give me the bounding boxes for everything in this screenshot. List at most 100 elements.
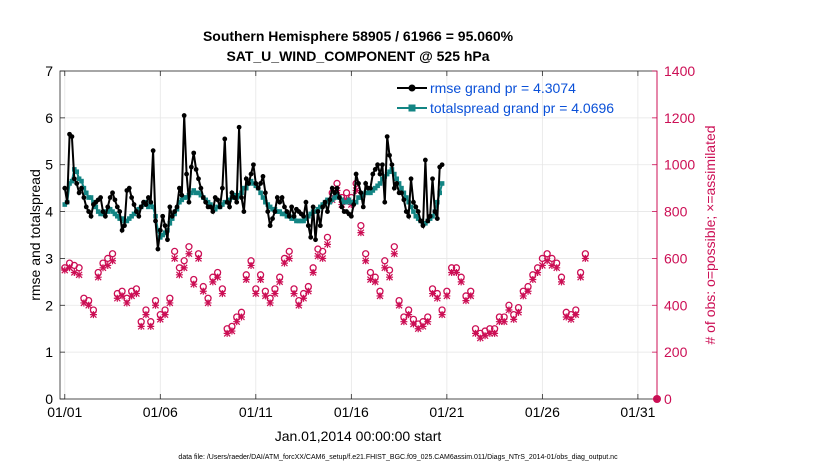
assimilated-obs-marker [319, 254, 327, 262]
possible-obs-marker [381, 257, 389, 265]
totalspread-marker [334, 192, 340, 198]
assimilated-obs-marker [309, 268, 317, 276]
rmse-marker [246, 181, 252, 186]
assimilated-obs-marker [180, 264, 188, 272]
totalspread-marker [356, 195, 361, 200]
totalspread-marker [308, 211, 314, 217]
assimilated-obs-marker [171, 254, 179, 262]
rmse-marker [239, 195, 244, 200]
assimilated-obs-marker [304, 287, 312, 295]
assimilated-obs-marker [257, 276, 265, 284]
assimilated-obs-marker [218, 290, 226, 298]
totalspread-marker [93, 204, 99, 210]
totalspread-marker [392, 171, 397, 177]
rmse-marker [117, 209, 123, 214]
assimilated-obs-marker [386, 273, 394, 281]
assimilated-obs-marker [142, 311, 150, 319]
rmse-marker [420, 223, 426, 229]
rmse-marker [284, 209, 290, 214]
rmse-marker [136, 213, 142, 219]
assimilated-obs-marker [195, 254, 203, 262]
rmse-marker [411, 199, 416, 205]
assimilated-obs-marker [462, 297, 470, 305]
assimilated-obs-marker [323, 240, 331, 248]
assimilated-obs-marker [452, 268, 460, 276]
rmse-marker [286, 213, 292, 219]
totalspread-marker [439, 181, 445, 186]
totalspread-marker [124, 218, 130, 224]
totalspread-marker [167, 220, 173, 226]
assimilated-obs-marker [85, 301, 93, 309]
rmse-marker [79, 185, 84, 191]
assimilated-obs-marker [147, 322, 155, 330]
totalspread-marker [279, 211, 285, 217]
rmse-marker [248, 171, 254, 177]
legend-rmse-label: rmse grand pr = 4.3074 [430, 80, 576, 96]
totalspread-marker [193, 190, 199, 196]
rmse-marker [162, 223, 168, 229]
assimilated-obs-marker [491, 329, 499, 337]
totalspread-marker [298, 218, 304, 224]
assimilated-obs-marker [285, 254, 293, 262]
totalspread-marker [160, 232, 165, 238]
rmse-marker [186, 199, 192, 205]
rmse-marker [348, 213, 354, 219]
totalspread-marker [95, 209, 101, 214]
right-y-tick-label: 600 [664, 250, 688, 266]
totalspread-marker [67, 181, 72, 186]
assimilated-obs-marker [429, 290, 437, 298]
assimilated-obs-marker [223, 329, 231, 337]
rmse-marker [322, 199, 328, 205]
rmse-series [62, 113, 445, 252]
rmse-marker [418, 218, 423, 224]
rmse-marker [210, 209, 216, 214]
assimilated-obs-marker [290, 290, 298, 298]
assimilated-obs-marker [405, 311, 413, 319]
rmse-marker [313, 237, 318, 243]
rmse-marker [157, 227, 163, 233]
assimilated-obs-marker [357, 229, 365, 237]
totalspread-marker [296, 218, 302, 224]
rmse-marker [112, 197, 118, 203]
totalspread-marker [277, 209, 282, 214]
assimilated-obs-marker [486, 329, 494, 337]
totalspread-marker [289, 216, 294, 221]
left-y-tick-label: 7 [45, 63, 53, 79]
totalspread-marker [282, 211, 287, 217]
totalspread-marker [227, 197, 232, 203]
rmse-marker [253, 181, 259, 186]
rmse-marker [243, 176, 249, 182]
possible-obs-marker [362, 250, 370, 258]
totalspread-marker [360, 192, 366, 198]
assimilated-obs-marker [132, 290, 140, 298]
assimilated-obs-marker [214, 273, 222, 281]
assimilated-obs-marker [190, 280, 198, 288]
totalspread-marker [375, 183, 380, 189]
totalspread-marker [105, 209, 111, 214]
rmse-marker [215, 197, 221, 203]
totalspread-marker [248, 178, 254, 184]
totalspread-marker [368, 190, 373, 196]
totalspread-marker [344, 199, 349, 205]
rmse-marker [432, 209, 438, 214]
rmse-marker [315, 209, 321, 214]
assimilated-obs-marker [419, 322, 427, 330]
totalspread-marker [107, 206, 113, 212]
totalspread-marker [150, 204, 156, 210]
rmse-marker [138, 204, 144, 210]
rmse-marker [71, 176, 77, 182]
x-tick-label: 01/01 [47, 404, 82, 420]
totalspread-marker [112, 211, 118, 217]
assimilated-obs-marker [252, 290, 260, 298]
rmse-marker [107, 195, 113, 200]
assimilated-obs-marker [161, 311, 169, 319]
totalspread-marker [196, 190, 201, 196]
right-y-tick-label: 0 [664, 391, 672, 407]
assimilated-obs-marker [66, 264, 74, 272]
totalspread-marker [346, 197, 352, 203]
totalspread-marker [110, 209, 115, 214]
left-y-tick-label: 4 [45, 204, 53, 220]
possible-obs-marker [543, 250, 551, 258]
possible-obs-marker [180, 257, 188, 265]
totalspread-marker [384, 171, 390, 177]
